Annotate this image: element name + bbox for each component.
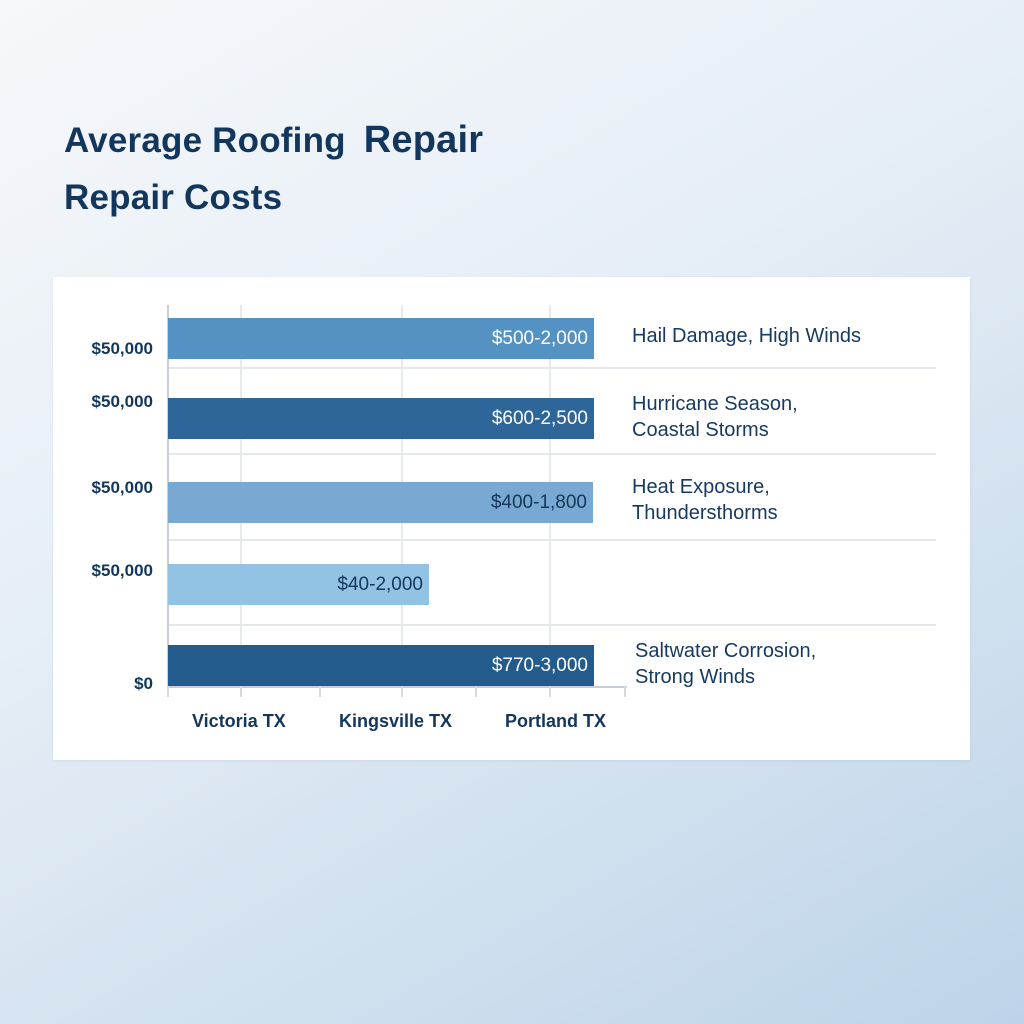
chart-panel: $50,000 $50,000 $50,000 $50,000 $0 $500-… bbox=[53, 277, 970, 760]
horizontal-gridline bbox=[168, 624, 936, 626]
bar-description: Hurricane Season, Coastal Storms bbox=[632, 393, 798, 441]
y-axis-label: $50,000 bbox=[91, 561, 153, 580]
horizontal-gridline bbox=[168, 539, 936, 541]
bar-value-label: $500-2,000 bbox=[491, 328, 588, 349]
y-axis-label: $0 bbox=[134, 674, 153, 693]
bar-value-label: $40-2,000 bbox=[337, 574, 423, 595]
horizontal-gridline bbox=[168, 367, 936, 369]
bar-unlabeled[interactable]: $40-2,000 bbox=[168, 564, 429, 605]
title-line-2: Repair Costs bbox=[64, 178, 283, 217]
x-axis-tick bbox=[549, 686, 551, 697]
bar-description: Hail Damage, High Winds bbox=[632, 325, 861, 347]
chart-title: Average Roofing Repair Repair Costs bbox=[64, 112, 483, 226]
y-axis-label: $50,000 bbox=[91, 392, 153, 411]
x-axis-tick bbox=[401, 686, 403, 697]
bar-value-label: $400-1,800 bbox=[490, 492, 587, 513]
x-axis-tick bbox=[624, 686, 626, 697]
title-line-1-part-b: Repair bbox=[363, 119, 484, 161]
x-axis-line bbox=[167, 686, 627, 688]
bar-value-label: $600-2,500 bbox=[491, 408, 588, 429]
horizontal-gridline bbox=[168, 453, 936, 455]
x-axis-tick bbox=[167, 686, 169, 697]
bar-description: Saltwater Corrosion, Strong Winds bbox=[635, 640, 817, 688]
bar-hurricane-season[interactable]: $600-2,500 bbox=[168, 398, 594, 439]
bar-saltwater-corrosion[interactable]: $770-3,000 bbox=[168, 645, 594, 686]
bar-description: Heat Exposure, Thundersthorms bbox=[632, 476, 778, 524]
bar-value-label: $770-3,000 bbox=[491, 655, 588, 676]
bar-hail-damage[interactable]: $500-2,000 bbox=[168, 318, 594, 359]
y-axis-label: $50,000 bbox=[91, 478, 153, 497]
x-axis-label: Victoria TX bbox=[192, 711, 286, 731]
x-axis-tick bbox=[319, 686, 321, 697]
x-axis-label: Portland TX bbox=[505, 711, 607, 731]
y-axis-label: $50,000 bbox=[91, 339, 153, 358]
x-axis-tick bbox=[475, 686, 477, 697]
x-axis-tick bbox=[240, 686, 242, 697]
title-line-1-part-a: Average Roofing bbox=[64, 121, 346, 160]
bar-heat-exposure[interactable]: $400-1,800 bbox=[168, 482, 593, 523]
x-axis-label: Kingsville TX bbox=[339, 711, 453, 731]
